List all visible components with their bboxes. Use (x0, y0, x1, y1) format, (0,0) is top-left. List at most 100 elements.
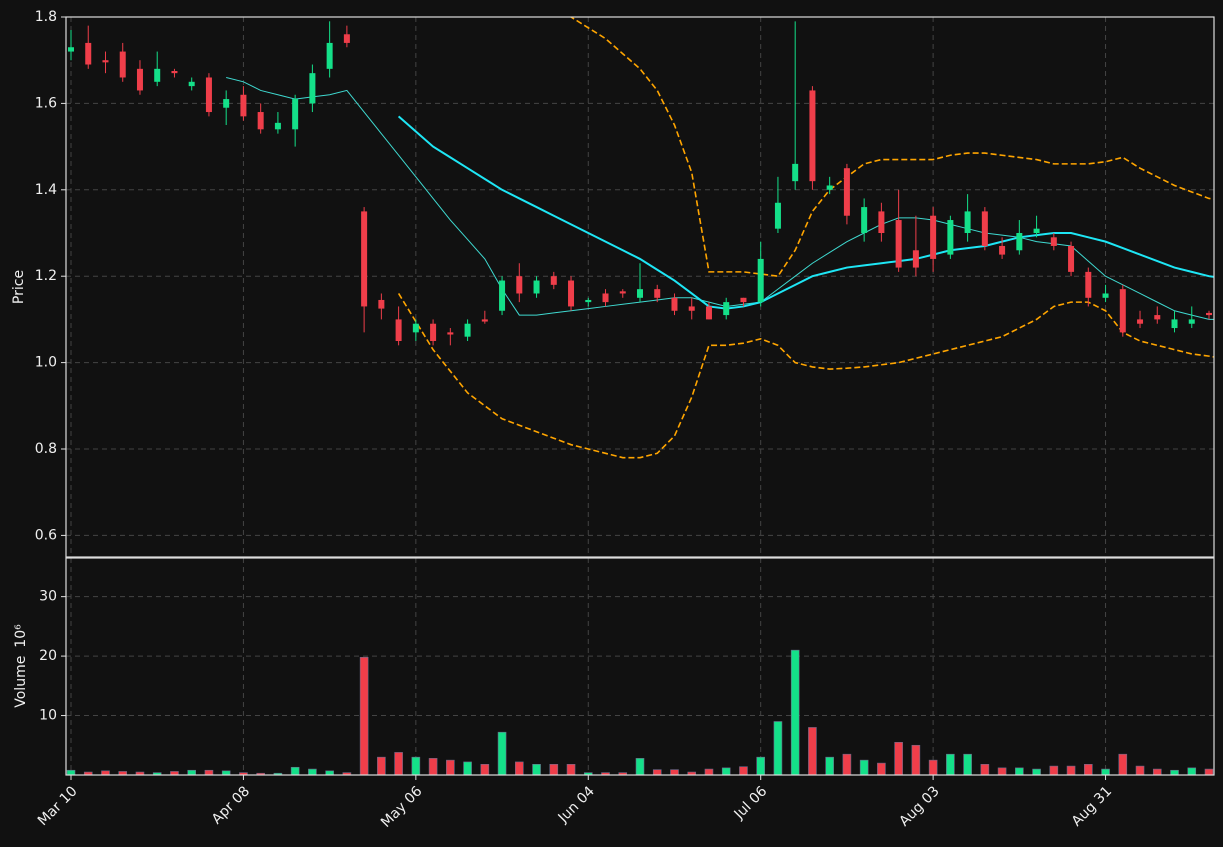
candle-body (136, 68, 143, 91)
volume-offset: 10⁶ (13, 624, 29, 648)
volume-bar (532, 763, 541, 775)
volume-bar (946, 753, 955, 775)
volume-bar (515, 761, 524, 775)
volume-bar (980, 763, 990, 775)
price-frame (65, 16, 1215, 558)
y-tick-label: 1.2 (35, 268, 57, 284)
candle-body (119, 51, 126, 78)
candle-body (809, 90, 816, 182)
y-tick-label: 10 (39, 708, 57, 724)
candle-body (481, 319, 488, 322)
volume-bar (721, 767, 731, 775)
volume-bar (463, 761, 472, 775)
volume-bar (428, 758, 438, 775)
y-tick-label: 0.6 (35, 527, 57, 543)
volume-bar (152, 772, 162, 775)
y-tick-label: 20 (39, 648, 57, 664)
volume-axis-label: Volume 10⁶ (13, 624, 29, 708)
candle-body (1171, 319, 1178, 329)
price-axis-label: Price (11, 270, 27, 304)
candle-body (533, 280, 540, 294)
candle-body (447, 332, 454, 335)
volume-bar (308, 768, 317, 775)
volume-bar (1084, 763, 1093, 775)
volume-bar (963, 753, 972, 775)
volume-bar (66, 769, 76, 775)
volume-bar (1170, 769, 1179, 775)
volume-label: Volume (13, 656, 29, 708)
y-tick-label: 1.8 (35, 9, 57, 25)
candle-body (912, 250, 919, 268)
candle-body (895, 220, 902, 268)
volume-bar (497, 731, 507, 775)
candle-body (102, 60, 109, 63)
volume-bar (239, 772, 248, 775)
candle-body (930, 215, 937, 259)
candle-body (1068, 245, 1075, 272)
volume-bar (652, 769, 662, 775)
candle-body (361, 211, 368, 307)
candle-body (464, 323, 471, 337)
volume-bar (135, 771, 145, 775)
candle-body (843, 168, 850, 216)
volume-bar (204, 769, 214, 775)
candle-body (654, 289, 661, 298)
indicator-lines (226, 17, 1214, 459)
candle-body (240, 94, 247, 117)
candle-body (826, 185, 833, 190)
indicator-line (397, 115, 1214, 310)
indicator-line (226, 76, 1214, 320)
candle-body (223, 99, 230, 108)
candle-body (1188, 319, 1195, 324)
candle-body (861, 207, 868, 233)
volume-bar (290, 766, 300, 775)
candles (68, 21, 1212, 346)
volume-bar (825, 756, 834, 775)
volume-bar (549, 763, 559, 775)
volume-bar (394, 752, 403, 775)
volume-frame (65, 557, 1215, 776)
volume-bar (446, 759, 455, 775)
candle-body (1119, 289, 1126, 333)
candle-body (188, 81, 195, 87)
candle-body (326, 42, 333, 69)
volume-bar (1101, 768, 1110, 775)
volume-bar (325, 770, 334, 775)
candle-body (430, 323, 437, 341)
volume-bar (790, 649, 800, 775)
candle-body (412, 323, 419, 333)
volume-bar (1152, 768, 1162, 775)
candle-body (792, 163, 799, 182)
candle-body (257, 112, 264, 130)
volume-bar (1118, 753, 1128, 775)
candle-body (85, 42, 92, 65)
volume-bar (618, 772, 628, 775)
y-tick-label: 0.8 (35, 441, 57, 457)
volume-bar (773, 721, 783, 775)
volume-bar (101, 770, 110, 775)
candle-body (947, 220, 954, 255)
candle-body (981, 211, 988, 246)
volume-bar (187, 769, 196, 775)
candle-body (378, 299, 385, 309)
candle-body (723, 302, 730, 316)
candle-body (964, 211, 971, 233)
volume-bar (342, 772, 352, 775)
volume-bar (704, 768, 714, 775)
volume-bar (480, 763, 490, 775)
y-tick-label: 30 (39, 589, 57, 605)
candle-body (999, 245, 1006, 255)
volume-bar (928, 759, 938, 775)
volume-bars (66, 649, 1214, 775)
volume-bar (583, 772, 593, 775)
y-tick-label: 1.4 (35, 182, 57, 198)
volume-bar (1066, 765, 1076, 775)
candle-body (309, 73, 316, 104)
volume-bar (911, 744, 921, 775)
candle-body (688, 306, 695, 311)
candle-body (740, 297, 747, 303)
candle-body (154, 68, 161, 82)
volume-grid (66, 558, 1214, 775)
volume-bar (566, 763, 576, 775)
